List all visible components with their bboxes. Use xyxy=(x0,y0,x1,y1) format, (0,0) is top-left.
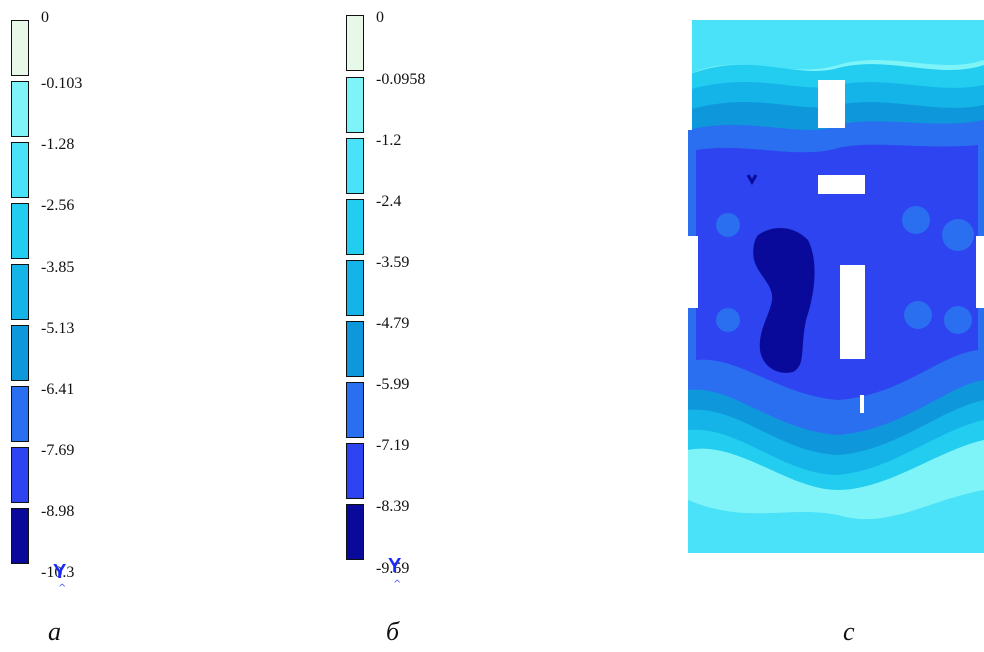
legend-b-tick: -8.39 xyxy=(376,498,410,515)
contour-map xyxy=(688,20,984,553)
legend-b-tick: -7.19 xyxy=(376,437,410,454)
contour-patch xyxy=(942,219,974,251)
legend-a-swatch-1 xyxy=(11,20,29,76)
contour-patch xyxy=(904,301,932,329)
contour-patch xyxy=(944,306,972,334)
contour-opening xyxy=(688,20,692,130)
legend-a-swatch-7 xyxy=(11,386,29,442)
contour-opening xyxy=(840,265,865,359)
legend-b-swatch-4 xyxy=(346,199,364,255)
legend-b-tick: -4.79 xyxy=(376,315,410,332)
legend-a-tick: -1.28 xyxy=(41,136,75,153)
contour-region-darkest xyxy=(753,228,815,373)
legend-a-tick: -7.69 xyxy=(41,442,75,459)
legend-b-swatch-6 xyxy=(346,321,364,377)
legend-b-tick: -2.4 xyxy=(376,193,402,210)
contour-patch xyxy=(716,308,740,332)
legend-b: 0 -0.0958 -1.2 -2.4 -3.59 -4.79 -5.99 -7… xyxy=(346,10,486,596)
contour-opening xyxy=(818,175,865,194)
legend-b-swatch-7 xyxy=(346,382,364,438)
legend-a-tick: -2.56 xyxy=(41,197,75,214)
contour-opening xyxy=(976,236,984,308)
contour-opening xyxy=(818,80,845,128)
contour-band-bottom xyxy=(688,490,984,553)
legend-a: 0 -0.103 -1.28 -2.56 -3.85 -5.13 -6.41 -… xyxy=(11,10,151,596)
contour-opening xyxy=(688,236,698,308)
legend-b-tick: -0.0958 xyxy=(376,71,426,88)
legend-b-swatch-3 xyxy=(346,138,364,194)
panel-label-c: c xyxy=(843,617,855,646)
contour-patch xyxy=(902,206,930,234)
axis-arrow-icon: ^ xyxy=(393,579,402,590)
axis-y-label: Y xyxy=(388,555,402,577)
contour-patch xyxy=(716,213,740,237)
legend-a-swatch-6 xyxy=(11,325,29,381)
contour-band-top xyxy=(688,20,984,75)
legend-a-tick: -10.3 xyxy=(41,564,75,581)
legend-a-tick: -3.85 xyxy=(41,259,75,276)
legend-a-swatch-8 xyxy=(11,447,29,503)
axis-y-label: Y xyxy=(53,561,67,583)
legend-a-swatch-2 xyxy=(11,81,29,137)
panel-label-b: б xyxy=(386,617,400,646)
legend-a-swatch-3 xyxy=(11,142,29,198)
legend-b-swatch-2 xyxy=(346,77,364,133)
legend-b-tick: -1.2 xyxy=(376,132,402,149)
legend-a-tick: 0 xyxy=(41,9,49,26)
legend-a-swatch-9 xyxy=(11,508,29,564)
legend-b-swatch-1 xyxy=(346,15,364,71)
legend-a-swatch-4 xyxy=(11,203,29,259)
legend-b-swatch-5 xyxy=(346,260,364,316)
legend-b-tick: -3.59 xyxy=(376,254,410,271)
legend-b-swatch-8 xyxy=(346,443,364,499)
legend-a-tick: -6.41 xyxy=(41,381,75,398)
legend-a-swatch-5 xyxy=(11,264,29,320)
contour-opening xyxy=(860,395,864,413)
legend-b-tick: 0 xyxy=(376,9,384,26)
legend-a-tick: -8.98 xyxy=(41,503,75,520)
panel-label-a: a xyxy=(48,617,61,646)
legend-b-tick: -5.99 xyxy=(376,376,410,393)
legend-b-tick: -9.59 xyxy=(376,560,410,577)
legend-b-swatch-9 xyxy=(346,504,364,560)
contour-marker xyxy=(746,174,758,186)
legend-a-tick: -5.13 xyxy=(41,320,75,337)
legend-a-tick: -0.103 xyxy=(41,75,83,92)
axis-arrow-icon: ^ xyxy=(58,583,67,594)
